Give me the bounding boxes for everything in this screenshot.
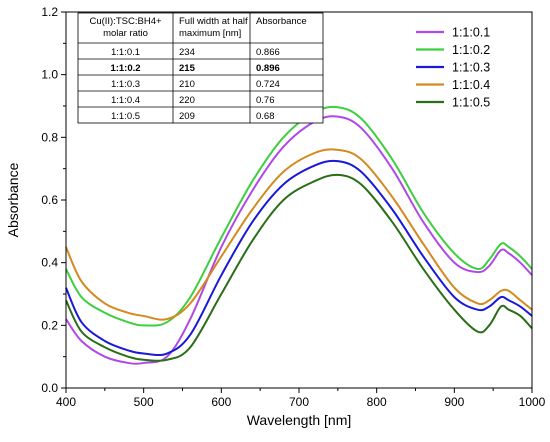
table-header-cell: Cu(II):TSC:BH4+ — [89, 16, 162, 27]
x-tick-label: 800 — [367, 395, 387, 409]
table-cell: 0.866 — [256, 47, 280, 58]
x-tick-label: 900 — [444, 395, 464, 409]
table-cell: 1:1:0.1 — [111, 47, 140, 58]
table-cell: 0.724 — [256, 79, 280, 90]
series-line-1 — [65, 115, 533, 365]
x-tick-label: 400 — [56, 395, 76, 409]
y-axis: 0.0 0.2 0.4 0.6 0.8 1.0 1.2 — [41, 5, 66, 395]
legend: 1:1:0.1 1:1:0.2 1:1:0.3 1:1:0.4 1:1:0.5 — [416, 26, 490, 110]
table-cell: 0.68 — [256, 111, 275, 122]
table-cell: 0.896 — [256, 63, 280, 74]
legend-label: 1:1:0.2 — [452, 43, 490, 57]
y-tick-label: 0.2 — [41, 318, 58, 332]
y-tick-label: 0.4 — [41, 256, 58, 270]
x-tick-label: 600 — [211, 395, 231, 409]
legend-label: 1:1:0.1 — [452, 26, 490, 40]
x-tick-label: 1000 — [519, 395, 546, 409]
y-tick-label: 1.2 — [41, 5, 58, 19]
table-cell: 0.76 — [256, 95, 275, 106]
table-frame — [77, 12, 324, 124]
series-line-2 — [65, 105, 533, 327]
series-layer — [65, 105, 533, 365]
table-cell: 1:1:0.4 — [111, 95, 140, 106]
x-axis: 400 500 600 700 800 900 1000 — [56, 388, 546, 409]
table-cell: 210 — [179, 79, 195, 90]
y-tick-label: 1.0 — [41, 68, 58, 82]
y-tick-label: 0.6 — [41, 193, 58, 207]
legend-label: 1:1:0.3 — [452, 61, 490, 75]
legend-label: 1:1:0.4 — [452, 78, 490, 92]
table-cell: 209 — [179, 111, 195, 122]
table-cell: 215 — [179, 63, 196, 74]
table-header-cell: Full width at half — [179, 16, 248, 27]
table-header-cell: maximum [nm] — [179, 28, 241, 39]
legend-label: 1:1:0.5 — [452, 96, 490, 110]
table-cell: 1:1:0.3 — [111, 79, 140, 90]
table-cell: 1:1:0.5 — [111, 111, 140, 122]
x-axis-label: Wavelength [nm] — [247, 412, 352, 428]
table-cell: 1:1:0.2 — [110, 63, 140, 74]
x-tick-label: 500 — [134, 395, 154, 409]
y-tick-label: 0.0 — [41, 381, 58, 395]
y-axis-label: Absorbance — [5, 162, 21, 237]
table-header-cell: molar ratio — [103, 28, 148, 39]
table-cell: 220 — [179, 95, 195, 106]
series-line-5 — [65, 173, 533, 362]
table-header-cell: Absorbance — [256, 16, 307, 27]
x-tick-label: 700 — [289, 395, 309, 409]
series-line-3 — [65, 159, 533, 357]
data-table: Cu(II):TSC:BH4+molar ratio Full width at … — [77, 12, 324, 124]
series-line-4 — [65, 148, 533, 321]
table-cell: 234 — [179, 47, 195, 58]
y-tick-label: 0.8 — [41, 130, 58, 144]
